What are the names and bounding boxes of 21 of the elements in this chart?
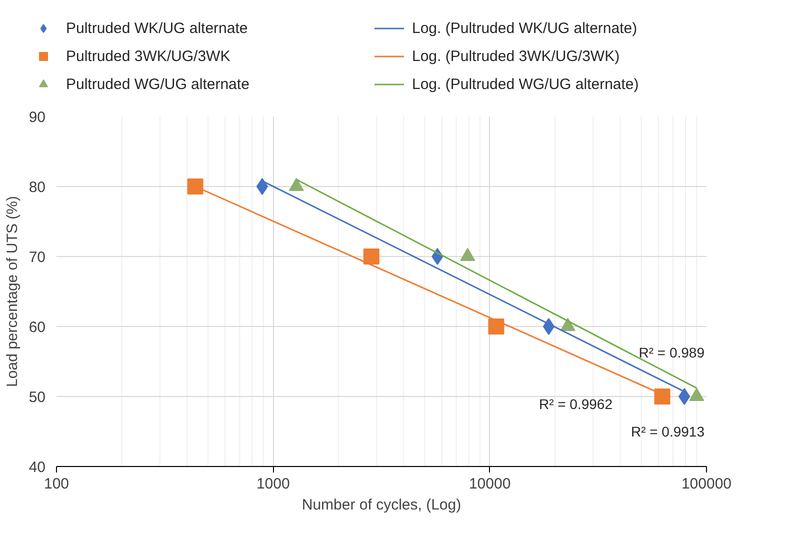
x-tick-label: 10000 [468, 476, 511, 492]
x-tick-label: 100 [44, 476, 70, 492]
x-axis-title: Number of cycles, (Log) [302, 496, 462, 514]
y-tick-label: 40 [28, 459, 46, 476]
y-axis-title: Load percentage of UTS (%) [4, 196, 21, 387]
annotation: R² = 0.989 [638, 344, 705, 360]
y-tick-label: 60 [28, 319, 46, 336]
annotation: R² = 0.9962 [538, 396, 613, 412]
legend-label: Log. (Pultruded WG/UG alternate) [412, 76, 640, 92]
y-tick-label: 90 [28, 109, 46, 126]
y-tick-label: 70 [28, 249, 46, 266]
x-tick-label: 1000 [256, 476, 290, 492]
y-tick-label: 50 [28, 389, 46, 406]
x-tick-label: 100000 [681, 476, 732, 492]
legend-label: Pultruded WG/UG alternate [66, 76, 250, 92]
legend-label: Pultruded WK/UG alternate [66, 20, 249, 36]
y-tick-label: 80 [28, 179, 46, 196]
legend-label: Log. (Pultruded 3WK/UG/3WK) [412, 48, 621, 64]
legend-label: Pultruded 3WK/UG/3WK [66, 48, 232, 64]
legend-label: Log. (Pultruded WK/UG alternate) [412, 20, 638, 36]
annotation: R² = 0.9913 [630, 424, 705, 440]
